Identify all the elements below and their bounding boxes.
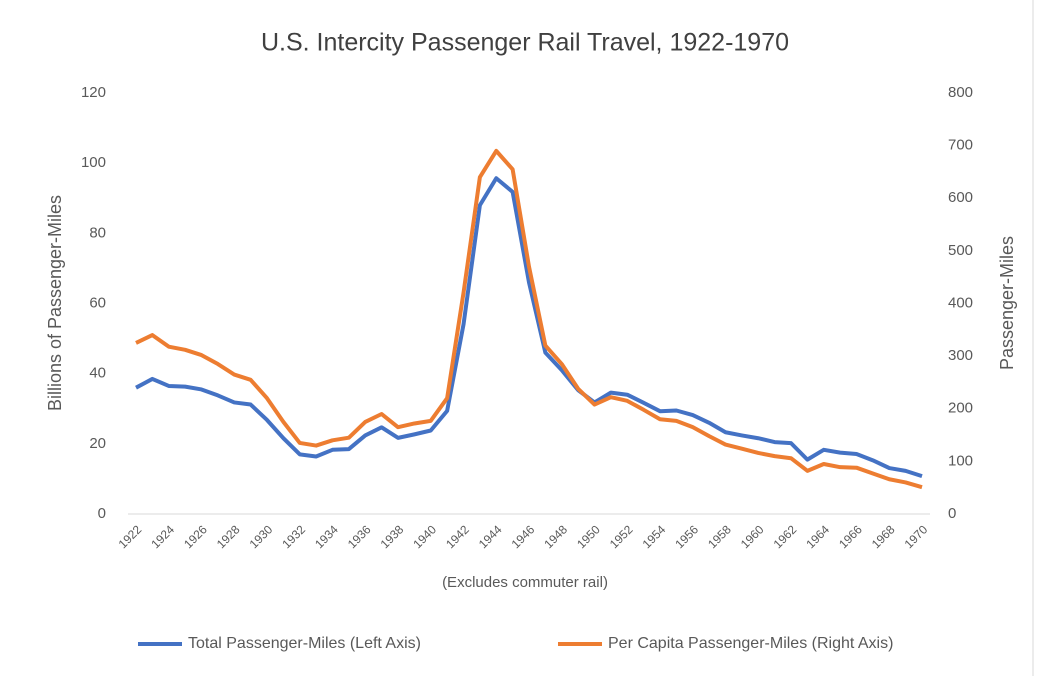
legend-label: Total Passenger-Miles (Left Axis) <box>188 635 421 652</box>
y-tick-label: 100 <box>81 154 106 171</box>
y2-tick-label: 200 <box>948 400 973 417</box>
y2-tick-label: 800 <box>948 84 973 101</box>
y-axis-label: Billions of Passenger-Miles <box>45 195 65 411</box>
y2-axis-label: Passenger-Miles <box>997 236 1017 370</box>
y2-tick-label: 500 <box>948 242 973 259</box>
y2-tick-label: 0 <box>948 505 956 522</box>
y-tick-label: 20 <box>89 435 106 452</box>
line-series <box>135 176 923 479</box>
y2-tick-label: 300 <box>948 347 973 364</box>
y-tick-label: 60 <box>89 294 106 311</box>
y-tick-label: 80 <box>89 224 106 241</box>
y2-tick-label: 700 <box>948 137 973 154</box>
y-tick-label: 40 <box>89 365 106 382</box>
line-series <box>135 148 923 490</box>
legend-label: Per Capita Passenger-Miles (Right Axis) <box>608 635 893 652</box>
x-axis-label: (Excludes commuter rail) <box>442 574 608 591</box>
y2-tick-label: 400 <box>948 294 973 311</box>
y2-tick-label: 100 <box>948 452 973 469</box>
y-tick-label: 120 <box>81 84 106 101</box>
y2-tick-label: 600 <box>948 189 973 206</box>
y-tick-label: 0 <box>98 505 106 522</box>
chart-title: U.S. Intercity Passenger Rail Travel, 19… <box>261 29 789 57</box>
